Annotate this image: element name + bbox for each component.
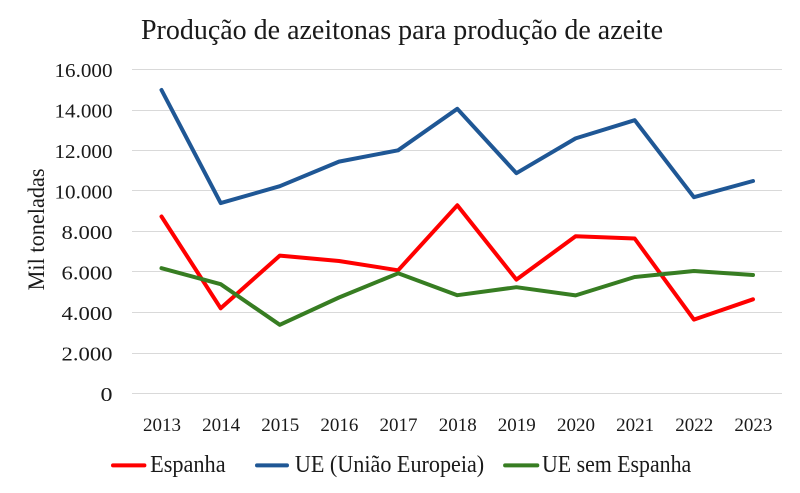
svg-text:8.000: 8.000	[62, 222, 113, 244]
svg-text:6.000: 6.000	[62, 263, 113, 285]
svg-text:2015: 2015	[261, 415, 299, 436]
svg-text:2022: 2022	[675, 415, 713, 436]
svg-text:2017: 2017	[380, 415, 418, 436]
svg-text:2.000: 2.000	[62, 344, 113, 366]
svg-text:2023: 2023	[734, 415, 772, 436]
svg-text:UE (União Europeia): UE (União Europeia)	[295, 452, 484, 478]
svg-text:2020: 2020	[557, 415, 595, 436]
svg-text:10.000: 10.000	[55, 181, 113, 203]
svg-text:2018: 2018	[439, 415, 477, 436]
svg-text:2014: 2014	[202, 415, 241, 436]
svg-text:12.000: 12.000	[55, 141, 113, 163]
svg-text:UE sem Espanha: UE sem Espanha	[542, 452, 692, 478]
svg-text:2021: 2021	[616, 415, 654, 436]
svg-text:2013: 2013	[143, 415, 181, 436]
svg-text:Produção de azeitonas para pro: Produção de azeitonas para produção de a…	[141, 15, 663, 46]
svg-text:4.000: 4.000	[62, 303, 113, 325]
svg-text:Espanha: Espanha	[150, 452, 226, 478]
svg-text:16.000: 16.000	[55, 60, 113, 82]
svg-text:2016: 2016	[320, 415, 358, 436]
svg-text:14.000: 14.000	[55, 100, 113, 122]
svg-text:2019: 2019	[498, 415, 536, 436]
svg-text:Mil toneladas: Mil toneladas	[24, 168, 49, 290]
svg-text:0: 0	[101, 384, 113, 406]
